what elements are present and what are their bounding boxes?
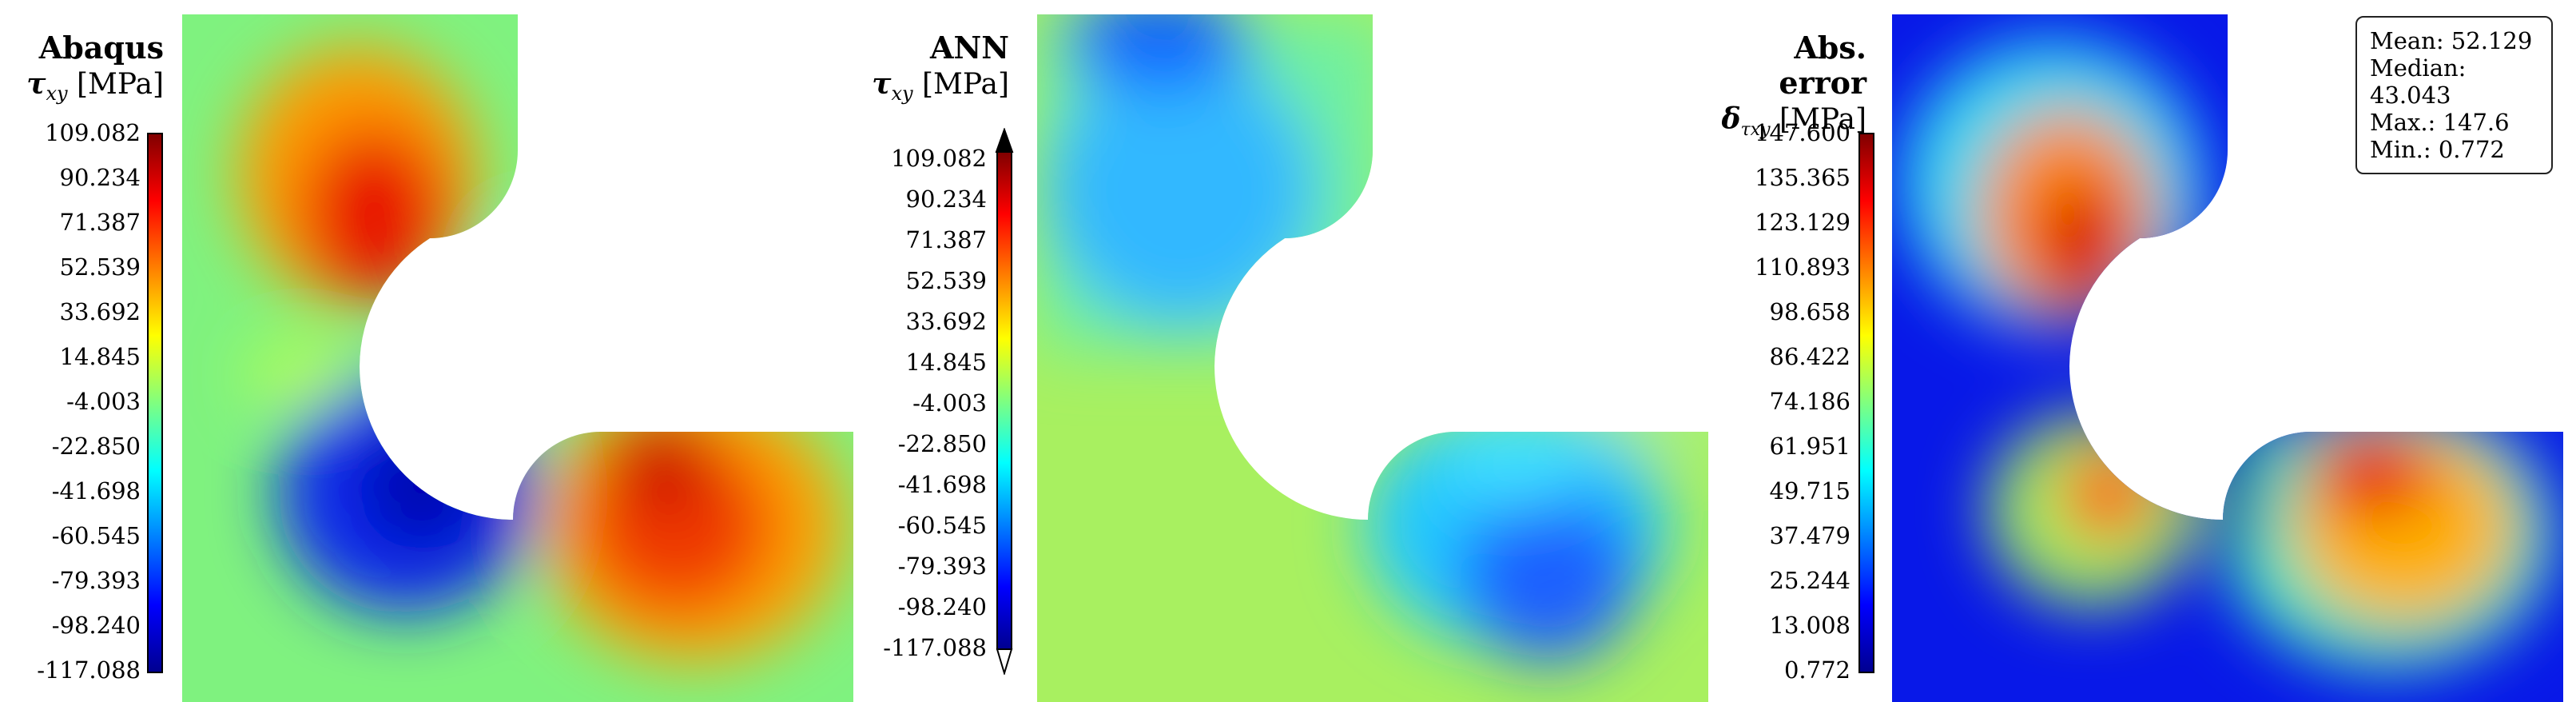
colorbar-tick: -117.088 — [37, 656, 141, 684]
panel-abs-error: Abs. error δτxy [MPa] 147.600 135.365 12… — [1718, 0, 2576, 702]
colorbar-tick: 14.845 — [905, 349, 987, 376]
colorbar-tick: -41.698 — [51, 477, 141, 505]
colorbar-tick: 90.234 — [905, 185, 987, 213]
colorbar — [147, 133, 163, 673]
panel-abaqus: Abaqus τxy [MPa] 109.082 90.234 71.387 5… — [0, 0, 859, 702]
colorbar-tick: -41.698 — [897, 471, 987, 498]
colorbar-tick: 86.422 — [1769, 343, 1851, 370]
colorbar-tick: -98.240 — [897, 593, 987, 620]
stat-median: Median: 43.043 — [2370, 54, 2467, 109]
colorbar-tick: 37.479 — [1769, 522, 1851, 549]
stat-max: Max.: 147.6 — [2370, 109, 2510, 136]
panel-ann: ANN τxy [MPa] 109.082 90.234 71.387 52.5… — [859, 0, 1718, 702]
colorbar — [995, 128, 1014, 675]
panel-title-block: Abs. error δτxy [MPa] — [1718, 30, 1867, 149]
colorbar-tick: 33.692 — [905, 308, 987, 335]
colorbar-tick: 90.234 — [59, 164, 141, 191]
panel-title-block: ANN τxy [MPa] — [859, 30, 1009, 112]
colorbar-tick: -4.003 — [912, 389, 987, 417]
stat-min: Min.: 0.772 — [2370, 136, 2505, 163]
colorbar-tick: -79.393 — [897, 552, 987, 580]
panel-title: ANN — [930, 30, 1009, 66]
colorbar-tick: 147.600 — [1755, 119, 1851, 146]
colorbar-tick: -79.393 — [51, 567, 141, 594]
colorbar-tick: 71.387 — [59, 209, 141, 236]
colorbar-tick: 109.082 — [45, 119, 141, 146]
colorbar-tick: -4.003 — [66, 388, 141, 415]
colorbar-tick: 123.129 — [1755, 209, 1851, 236]
panel-title: Abs. error — [1779, 30, 1866, 101]
stress-field-plot — [182, 14, 853, 702]
colorbar-tick: -98.240 — [51, 612, 141, 639]
colorbar-tick: 110.893 — [1755, 253, 1851, 281]
colorbar-tick: -60.545 — [51, 522, 141, 549]
colorbar-tick: 49.715 — [1769, 477, 1851, 505]
quantity-label: δτxy [MPa] — [1721, 102, 1867, 141]
colorbar-tick: 135.365 — [1755, 164, 1851, 191]
colorbar-tick: 14.845 — [59, 343, 141, 370]
colorbar-tick: -60.545 — [897, 512, 987, 539]
stat-mean: Mean: 52.129 — [2370, 27, 2533, 54]
panel-title-block: Abaqus τxy [MPa] — [0, 30, 164, 112]
quantity-label: τxy [MPa] — [26, 67, 164, 106]
quantity-label: τxy [MPa] — [872, 67, 1009, 106]
colorbar-tick: 13.008 — [1769, 612, 1851, 639]
colorbar-tick: -22.850 — [51, 433, 141, 460]
colorbar-tick: -22.850 — [897, 430, 987, 457]
colorbar-tick: -117.088 — [883, 634, 987, 661]
colorbar-tick: 71.387 — [905, 226, 987, 253]
colorbar-tick: 109.082 — [891, 145, 987, 172]
colorbar-tick: 74.186 — [1769, 388, 1851, 415]
colorbar-tick: 0.772 — [1783, 656, 1851, 684]
colorbar-tick: 98.658 — [1769, 298, 1851, 325]
statistics-box: Mean: 52.129 Median: 43.043 Max.: 147.6 … — [2355, 16, 2553, 174]
colorbar-tick: 61.951 — [1769, 433, 1851, 460]
stress-field-plot — [1037, 14, 1708, 702]
colorbar-tick: 25.244 — [1769, 567, 1851, 594]
panel-title: Abaqus — [38, 30, 164, 66]
colorbar-tick: 33.692 — [59, 298, 141, 325]
colorbar — [1858, 133, 1874, 673]
colorbar-tick: 52.539 — [59, 253, 141, 281]
colorbar-tick: 52.539 — [905, 267, 987, 294]
